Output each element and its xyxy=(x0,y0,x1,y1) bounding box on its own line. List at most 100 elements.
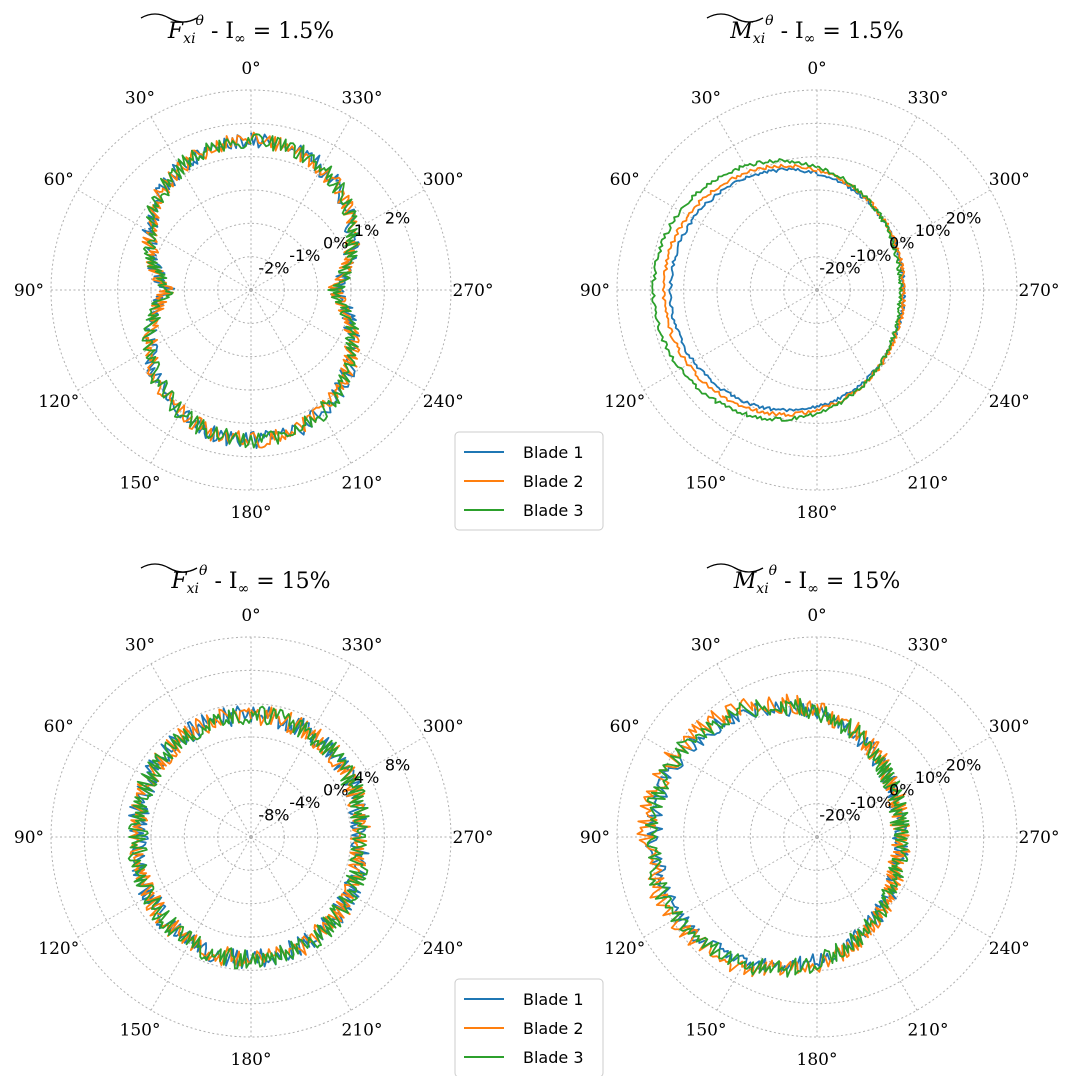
polar-panel-3: 0° 30° 60° 90° 120° 150° 180° 210° 240° 270° 300° 3… xyxy=(14,563,604,1076)
theta-tick-label: 30° xyxy=(691,636,721,656)
theta-grid-line xyxy=(716,289,818,464)
theta-tick-label: 330° xyxy=(342,89,383,109)
theta-grid-line xyxy=(250,736,425,838)
theta-grid-line xyxy=(716,116,818,291)
theta-tick-label: 270° xyxy=(453,828,494,848)
theta-tick-label: 240° xyxy=(423,939,464,959)
theta-grid-line xyxy=(250,116,352,291)
theta-tick-label: 60° xyxy=(44,170,74,190)
series-line-blade-3 xyxy=(141,133,360,449)
r-tick-label: 10% xyxy=(915,768,951,787)
polar-panel-2: 0° 30° 60° 90° 120° 150° 180° 210° 240° 270° 300° 3… xyxy=(580,13,1060,523)
theta-tick-label: 240° xyxy=(989,392,1030,412)
theta-grid-line xyxy=(150,836,252,1011)
theta-tick-label: 60° xyxy=(44,717,74,737)
theta-grid-line xyxy=(77,736,252,838)
series-line-blade-3 xyxy=(645,697,910,978)
theta-grid-line xyxy=(150,289,252,464)
theta-tick-label: 60° xyxy=(610,717,640,737)
theta-tick-label: 300° xyxy=(423,717,464,737)
r-tick-label: -1% xyxy=(289,246,320,265)
title-tilde xyxy=(706,13,764,23)
r-tick-label: 20% xyxy=(946,756,982,775)
theta-grid-line xyxy=(643,189,818,291)
theta-tick-label: 300° xyxy=(989,170,1030,190)
series-line-blade-2 xyxy=(661,163,906,417)
theta-grid-line xyxy=(150,116,252,291)
theta-tick-label: 0° xyxy=(241,606,260,626)
theta-grid-line xyxy=(716,836,818,1011)
legend: Blade 1 Blade 2 Blade 3 xyxy=(454,431,604,531)
theta-grid-line xyxy=(250,289,425,391)
theta-tick-label: 270° xyxy=(453,281,494,301)
theta-tick-label: 210° xyxy=(342,1020,383,1040)
theta-grid-line xyxy=(77,289,252,391)
theta-tick-label: 210° xyxy=(342,473,383,493)
theta-tick-label: 180° xyxy=(231,1050,272,1070)
theta-grid-line xyxy=(816,116,918,291)
legend-label: Blade 2 xyxy=(523,1019,584,1038)
theta-tick-label: 150° xyxy=(120,473,161,493)
r-tick-label: -10% xyxy=(850,246,891,265)
r-tick-label: 1% xyxy=(354,221,379,240)
theta-grid-line xyxy=(643,736,818,838)
panel-title: Fxiθ - I∞ = 1.5% xyxy=(167,13,334,47)
legend-label: Blade 1 xyxy=(523,990,584,1009)
theta-tick-label: 180° xyxy=(797,1050,838,1070)
polar-panel-4: 0° 30° 60° 90° 120° 150° 180° 210° 240° 270° 300° 3… xyxy=(580,563,1060,1070)
theta-tick-label: 60° xyxy=(610,170,640,190)
polar-panel-1: 0° 30° 60° 90° 120° 150° 180° 210° 240° 270° 300° 3… xyxy=(14,13,604,531)
legend-box xyxy=(454,978,604,1076)
theta-tick-label: 240° xyxy=(423,392,464,412)
r-grid-ring xyxy=(683,156,951,424)
panel-title: Mxiθ - I∞ = 15% xyxy=(733,563,900,597)
r-tick-label: -4% xyxy=(289,793,320,812)
r-tick-label: 2% xyxy=(385,209,410,228)
theta-tick-label: 90° xyxy=(14,281,44,301)
theta-grid-line xyxy=(816,836,991,938)
theta-tick-label: 0° xyxy=(807,606,826,626)
theta-tick-label: 330° xyxy=(908,89,949,109)
theta-tick-label: 90° xyxy=(580,281,610,301)
theta-tick-label: 120° xyxy=(604,392,645,412)
r-grid-ring xyxy=(749,222,885,358)
r-grid-ring xyxy=(183,222,319,358)
title-tilde xyxy=(706,563,764,573)
r-tick-label: 0% xyxy=(323,234,348,253)
theta-tick-label: 120° xyxy=(38,939,79,959)
theta-tick-label: 90° xyxy=(580,828,610,848)
theta-tick-label: 30° xyxy=(691,89,721,109)
theta-tick-label: 270° xyxy=(1019,281,1060,301)
theta-tick-label: 90° xyxy=(14,828,44,848)
panel-title: Mxiθ - I∞ = 1.5% xyxy=(729,13,903,47)
r-tick-label: 0% xyxy=(323,781,348,800)
theta-tick-label: 150° xyxy=(686,473,727,493)
theta-grid-line xyxy=(77,836,252,938)
legend-label: Blade 2 xyxy=(523,472,584,491)
r-grid-ring xyxy=(749,769,885,905)
theta-grid-line xyxy=(816,663,918,838)
theta-tick-label: 210° xyxy=(908,473,949,493)
r-tick-label: 0% xyxy=(889,234,914,253)
theta-tick-label: 240° xyxy=(989,939,1030,959)
theta-tick-label: 330° xyxy=(342,636,383,656)
theta-grid-line xyxy=(816,189,991,291)
theta-tick-label: 180° xyxy=(797,503,838,523)
theta-tick-label: 330° xyxy=(908,636,949,656)
theta-tick-label: 120° xyxy=(38,392,79,412)
panel-title: Fxiθ - I∞ = 15% xyxy=(170,563,330,597)
theta-tick-label: 180° xyxy=(231,503,272,523)
r-tick-label: 10% xyxy=(915,221,951,240)
r-tick-label: -20% xyxy=(819,806,860,825)
theta-tick-label: 30° xyxy=(125,636,155,656)
theta-grid-line xyxy=(250,289,352,464)
theta-tick-label: 120° xyxy=(604,939,645,959)
theta-grid-line xyxy=(816,289,991,391)
theta-grid-line xyxy=(716,663,818,838)
legend-label: Blade 1 xyxy=(523,443,584,462)
theta-grid-line xyxy=(250,663,352,838)
theta-grid-line xyxy=(250,189,425,291)
legend-label: Blade 3 xyxy=(523,1048,584,1067)
theta-grid-line xyxy=(150,663,252,838)
